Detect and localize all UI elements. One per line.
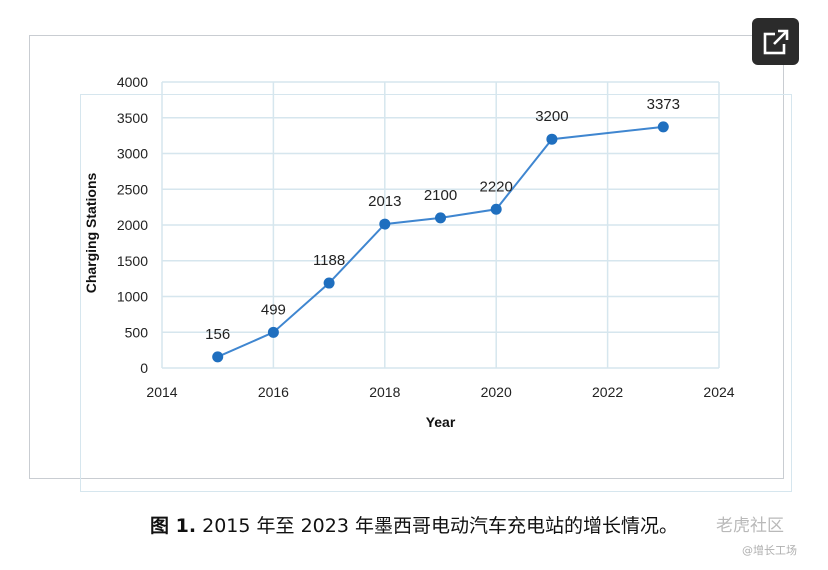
external-link-icon — [763, 28, 790, 54]
x-tick-label: 2014 — [146, 384, 177, 400]
data-point — [490, 203, 502, 215]
y-tick-label: 2500 — [117, 181, 148, 197]
y-tick-label: 4000 — [117, 74, 148, 90]
y-tick-label: 500 — [125, 324, 149, 340]
figure-caption: 图 1. 2015 年至 2023 年墨西哥电动汽车充电站的增长情况。 — [0, 511, 828, 538]
data-point — [435, 212, 446, 224]
data-label: 156 — [205, 326, 230, 343]
y-tick-label: 1500 — [117, 253, 148, 269]
x-tick-label: 2016 — [258, 384, 289, 400]
data-label: 2220 — [480, 178, 513, 195]
y-tick-label: 2000 — [117, 217, 148, 233]
y-tick-label: 3000 — [117, 146, 148, 162]
data-point — [546, 133, 558, 145]
y-tick-label: 1000 — [117, 289, 148, 305]
y-axis-title: Charging Stations — [83, 173, 99, 294]
data-point — [379, 218, 391, 230]
x-tick-label: 2022 — [592, 384, 623, 400]
data-point — [657, 121, 669, 133]
data-label: 2013 — [368, 193, 401, 210]
figure-frame: 0 500 1000 1500 2000 2500 3000 3500 4000 2014 2016… — [29, 35, 792, 492]
open-external-button[interactable] — [752, 18, 799, 65]
caption-text: 2015 年至 2023 年墨西哥电动汽车充电站的增长情况。 — [196, 515, 678, 537]
data-label: 2100 — [424, 187, 457, 204]
watermark-main: 老虎社区 — [716, 516, 784, 536]
chart-plot-box — [80, 94, 792, 492]
data-point — [212, 351, 224, 363]
series-line — [217, 125, 664, 358]
x-axis-title: Year — [426, 414, 456, 430]
line-chart: 0 500 1000 1500 2000 2500 3000 3500 4000 2014 2016… — [83, 74, 735, 430]
data-point — [267, 326, 279, 338]
data-label: 499 — [261, 301, 286, 318]
x-tick-label: 2024 — [703, 384, 734, 400]
caption-label: 图 1. — [150, 515, 197, 537]
x-tick-label: 2018 — [369, 384, 400, 400]
data-label: 3200 — [535, 108, 568, 125]
data-label: 1188 — [313, 252, 345, 269]
data-point — [323, 277, 335, 289]
y-tick-label: 3500 — [117, 110, 148, 126]
watermark-sub: @增长工场 — [742, 544, 797, 557]
x-tick-label: 2020 — [481, 384, 512, 400]
y-tick-label: 0 — [140, 360, 148, 376]
data-label: 3373 — [647, 96, 680, 113]
